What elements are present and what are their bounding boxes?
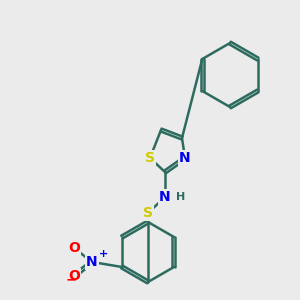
Text: N: N bbox=[159, 190, 171, 204]
Text: O: O bbox=[68, 269, 80, 283]
Text: N: N bbox=[86, 255, 98, 269]
Text: O: O bbox=[68, 241, 80, 255]
Text: N: N bbox=[179, 151, 191, 165]
Text: S: S bbox=[143, 206, 153, 220]
Text: −: − bbox=[66, 272, 78, 286]
Text: S: S bbox=[145, 151, 155, 165]
Text: H: H bbox=[176, 192, 186, 202]
Text: +: + bbox=[99, 249, 108, 259]
